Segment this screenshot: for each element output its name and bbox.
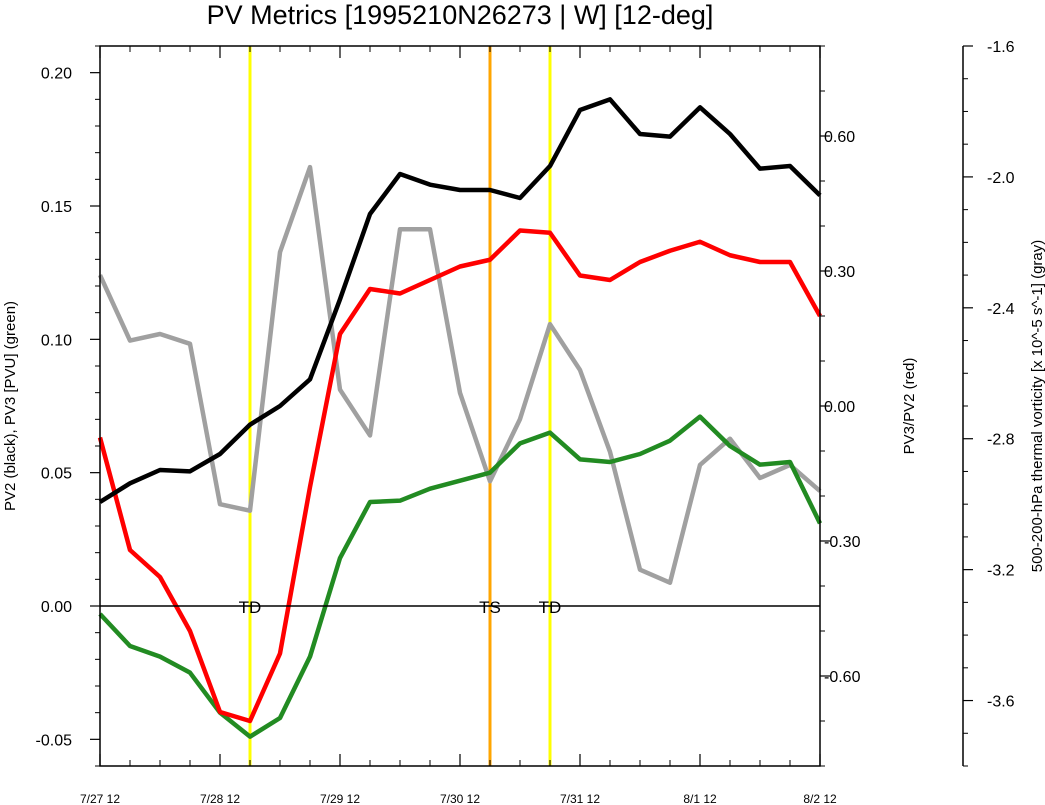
far-right-tick-label: -3.2 (987, 563, 1015, 580)
x-tick-label: 7/27 12 (80, 792, 120, 805)
series-line-pv3 (98, 414, 823, 739)
right-tick-label: 0.60 (824, 129, 855, 146)
right-tick-label: 0.30 (824, 264, 855, 281)
far-right-tick-label: -2.4 (987, 301, 1015, 318)
x-tick-label: 7/31 12 (560, 792, 600, 805)
right-tick-label: -0.30 (824, 534, 861, 551)
left-tick-label: 0.15 (41, 199, 72, 216)
x-tick-label: 7/30 12 (440, 792, 480, 805)
right-y-axis: -0.60 -0.30 0.00 0.30 0.60 (820, 45, 861, 767)
x-tick-label: 8/2 12 (803, 792, 837, 805)
marker-label-2: TD (539, 598, 562, 617)
far-right-y-axis: -3.6 -3.2 -2.8 -2.4 -2.0 -1.6 (962, 39, 1015, 767)
right-axis-label: PV3/PV2 (red) (901, 358, 918, 455)
series-line-thermal-vorticity (97, 164, 822, 585)
series-lines (97, 97, 823, 739)
right-tick-label: 0.00 (824, 399, 855, 416)
far-right-tick-label: -3.6 (987, 694, 1015, 711)
event-markers (248, 46, 552, 766)
far-right-tick-label: -1.6 (987, 39, 1015, 56)
marker-label-1: TS (479, 598, 501, 617)
left-tick-label: 0.05 (41, 466, 72, 483)
event-marker-labels: TD TS TD (239, 598, 562, 617)
left-axis-label: PV2 (black), PV3 [PVU] (green) (2, 301, 19, 511)
x-tick-label: 8/1 12 (683, 792, 717, 805)
x-tick-label: 7/28 12 (200, 792, 240, 805)
left-y-axis: -0.05 0.00 0.05 0.10 0.15 0.20 (36, 45, 100, 767)
far-right-tick-label: -2.0 (987, 170, 1015, 187)
series-line-pv2 (98, 97, 822, 504)
series-line-pv3-pv2 (97, 228, 822, 724)
far-right-axis-label: 500-200-hPa thermal vorticity [x 10^-5 s… (1029, 240, 1045, 573)
right-tick-label: -0.60 (824, 669, 861, 686)
left-tick-label: 0.10 (41, 332, 72, 349)
left-tick-label: -0.05 (36, 732, 73, 749)
plot-frame (99, 45, 821, 767)
left-tick-label: 0.20 (41, 66, 72, 83)
chart-title: PV Metrics [1995210N26273 | W] [12-deg] (207, 0, 714, 30)
left-tick-label: 0.00 (41, 599, 72, 616)
x-axis: 7/27 12 7/28 12 7/29 12 7/30 12 7/31 12 8/1 1… (80, 46, 837, 805)
marker-label-0: TD (239, 598, 262, 617)
far-right-tick-label: -2.8 (987, 432, 1015, 449)
x-tick-label: 7/29 12 (320, 792, 360, 805)
